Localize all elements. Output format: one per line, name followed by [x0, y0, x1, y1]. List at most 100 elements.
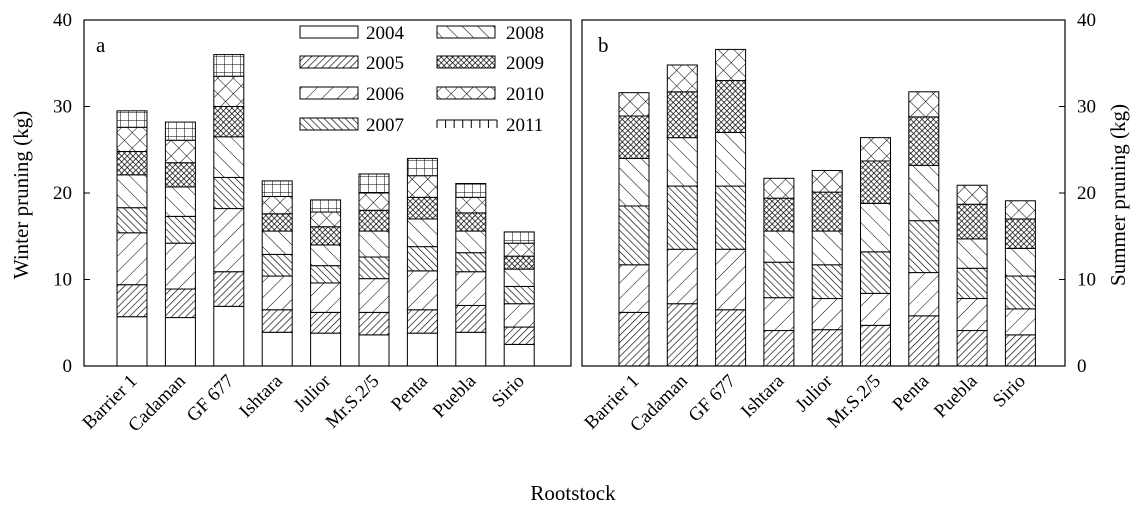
bar-segment-2009-barrier-1 [618, 115, 650, 159]
bar-segment-2007-gf-677 [213, 176, 245, 210]
bar-segment-2005-mr-s-2-5 [860, 324, 891, 367]
category-label: Sirio [488, 371, 529, 412]
legend-label-2007: 2007 [366, 115, 404, 136]
bar-segment-2007-ishtara [261, 253, 293, 277]
bar-segment-2006-ishtara [261, 275, 293, 311]
category-label: Sirio [989, 371, 1030, 412]
legend-swatch-2009 [436, 55, 496, 69]
category-label: Puebla [429, 370, 481, 422]
y-tick-label: 30 [1077, 97, 1096, 118]
bar-segment-2009-mr-s-2-5 [860, 160, 891, 204]
bar-segment-2008-julior [310, 244, 342, 267]
bar-segment-2005-gf-677 [213, 271, 245, 307]
bar-segment-2008-ishtara [763, 230, 795, 263]
category-label: Ishtara [235, 370, 287, 422]
bar-segment-2006-gf-677 [715, 248, 747, 311]
legend-swatch-2008 [436, 25, 496, 39]
bar-segment-2011-julior [310, 199, 342, 213]
bar-segment-2010-barrier-1 [116, 126, 148, 152]
y-tick-label: 10 [1077, 270, 1096, 291]
bar-segment-2010-mr-s-2-5 [860, 137, 891, 162]
bar-segment-2006-penta [406, 270, 438, 311]
bar-segment-2006-barrier-1 [618, 264, 650, 313]
y-tick-label: 40 [53, 10, 72, 31]
bar-segment-2008-sirio [503, 268, 535, 287]
bar-segment-2006-puebla [455, 271, 487, 306]
bar-segment-2009-gf-677 [213, 106, 245, 138]
bar-segment-2006-penta [908, 272, 940, 317]
bar-segment-2008-cadaman [666, 137, 698, 187]
bar-segment-2005-julior [310, 311, 342, 334]
bar-segment-2007-puebla [455, 252, 487, 273]
bar-segment-2008-penta [406, 218, 438, 248]
category-label: Puebla [930, 370, 982, 422]
bar-segment-2006-mr-s-2-5 [358, 278, 390, 313]
bar-segment-2009-penta [406, 196, 438, 220]
bar-segment-2008-penta [908, 164, 940, 222]
legend-swatch-2006 [299, 86, 359, 100]
bar-segment-2007-penta [908, 220, 940, 274]
bar-segment-2010-penta [406, 175, 438, 198]
bar-segment-2007-sirio [1004, 275, 1036, 310]
bar-segment-2005-mr-s-2-5 [358, 311, 390, 336]
bar-segment-2008-ishtara [261, 230, 293, 255]
category-label: Penta [889, 370, 934, 415]
y-tick-label: 0 [1077, 356, 1087, 377]
y-tick-label: 40 [1077, 10, 1096, 31]
bar-segment-2006-ishtara [763, 297, 795, 332]
bar-segment-2004-cadaman [164, 317, 196, 367]
bar-segment-2009-cadaman [164, 162, 196, 188]
legend-label-2005: 2005 [366, 53, 404, 74]
bar-segment-2009-ishtara [261, 213, 293, 232]
legend-label-2008: 2008 [506, 23, 544, 44]
bar-segment-2010-puebla [956, 184, 988, 205]
bar-segment-2009-penta [908, 116, 940, 166]
legend-label-2010: 2010 [506, 84, 544, 105]
bar-segment-2006-barrier-1 [116, 232, 148, 286]
bar-segment-2004-barrier-1 [116, 316, 148, 367]
legend-swatch-2007 [299, 117, 359, 131]
bar-segment-2009-gf-677 [715, 80, 747, 133]
bar-segment-2004-julior [310, 332, 342, 367]
bar-segment-2006-sirio [503, 303, 535, 328]
bar-segment-2009-sirio [503, 255, 535, 270]
y-axis-label-left: Winter pruning (kg) [9, 111, 33, 279]
bar-segment-2005-puebla [956, 330, 988, 367]
legend: 2004 2005 2006 2007 2008 2009 2010 2011 [299, 23, 544, 136]
bar-segment-2009-barrier-1 [116, 150, 148, 176]
panel-label: b [598, 33, 609, 57]
legend-label-2004: 2004 [366, 23, 405, 44]
bar-segment-2005-barrier-1 [116, 284, 148, 318]
bar-segment-2010-cadaman [666, 64, 698, 93]
bar-segment-2006-julior [310, 282, 342, 313]
bar-segment-2007-mr-s-2-5 [358, 256, 390, 280]
category-label: Mr.S.2/5 [322, 371, 384, 433]
category-label: Ishtara [737, 370, 789, 422]
legend-label-2006: 2006 [366, 84, 404, 105]
bar-segment-2005-sirio [1004, 334, 1036, 367]
bar-segment-2008-gf-677 [715, 131, 747, 187]
bar-segment-2008-puebla [956, 238, 988, 269]
bar-segment-2008-puebla [455, 230, 487, 254]
bar-segment-2005-cadaman [666, 303, 698, 367]
bar-segment-2005-cadaman [164, 288, 196, 319]
bar-segment-2004-ishtara [261, 331, 293, 367]
bar-segment-2006-gf-677 [213, 208, 245, 273]
bar-segment-2006-puebla [956, 298, 988, 332]
bar-segment-2007-julior [811, 264, 843, 300]
bar-segment-2005-barrier-1 [618, 311, 650, 367]
bar-segment-2009-puebla [956, 203, 988, 240]
bar-segment-2011-sirio [503, 231, 535, 244]
bar-segment-2007-julior [310, 265, 342, 284]
bar-segment-2010-penta [908, 91, 940, 118]
bar-segment-2004-penta [406, 332, 438, 367]
bar-segment-2010-barrier-1 [618, 92, 650, 117]
bar-segment-2011-ishtara [261, 180, 293, 197]
bar-segment-2005-penta [406, 309, 438, 334]
category-label: GF 677 [685, 371, 741, 427]
bar-segment-2008-mr-s-2-5 [358, 230, 390, 258]
y-tick-label: 0 [63, 356, 73, 377]
bar-segment-2011-penta [406, 157, 438, 177]
